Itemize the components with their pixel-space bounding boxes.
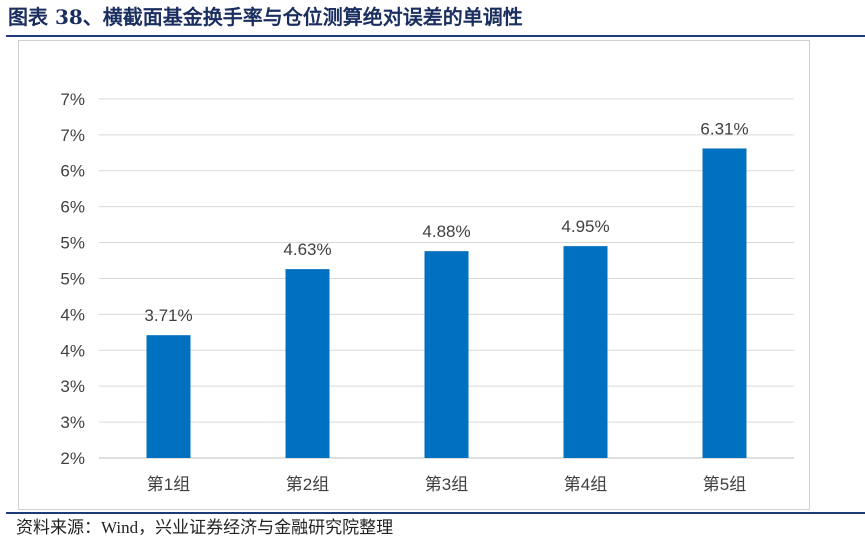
y-tick-label: 5% bbox=[60, 269, 85, 288]
y-tick-label: 5% bbox=[60, 234, 85, 253]
bar-4 bbox=[563, 246, 608, 458]
data-label-5: 6.31% bbox=[700, 119, 748, 138]
y-tick-label: 3% bbox=[60, 377, 85, 396]
y-tick-label: 7% bbox=[60, 126, 85, 145]
x-axis-tick-labels: 第1组 第2组 第3组 第4组 第5组 bbox=[147, 475, 746, 494]
bar-1 bbox=[146, 335, 191, 458]
bar-5 bbox=[702, 148, 747, 459]
y-tick-label: 7% bbox=[60, 90, 85, 109]
x-tick-label-2: 第2组 bbox=[286, 475, 329, 494]
y-axis-tick-labels: 2% 3% 3% 4% 4% 5% 5% 6% 6% 7% 7% bbox=[60, 90, 85, 468]
data-label-2: 4.63% bbox=[283, 240, 331, 259]
y-tick-label: 2% bbox=[60, 449, 85, 468]
source-rule bbox=[6, 512, 865, 514]
x-tick-label-3: 第3组 bbox=[425, 475, 468, 494]
title-rule bbox=[6, 35, 865, 37]
data-labels: 3.71% 4.63% 4.88% 4.95% 6.31% bbox=[144, 119, 748, 325]
bar-3 bbox=[424, 251, 469, 458]
y-tick-label: 6% bbox=[60, 198, 85, 217]
y-tick-label: 6% bbox=[60, 162, 85, 181]
figure-title: 图表 38、横截面基金换手率与仓位测算绝对误差的单调性 bbox=[8, 5, 523, 29]
bar-2 bbox=[285, 269, 330, 458]
x-tick-label-5: 第5组 bbox=[703, 475, 746, 494]
data-label-1: 3.71% bbox=[144, 306, 192, 325]
bars bbox=[146, 148, 747, 459]
data-label-4: 4.95% bbox=[561, 217, 609, 236]
data-label-3: 4.88% bbox=[422, 222, 470, 241]
x-tick-label-1: 第1组 bbox=[147, 475, 190, 494]
x-tick-label-4: 第4组 bbox=[564, 475, 607, 494]
y-tick-label: 4% bbox=[60, 341, 85, 360]
bar-chart: 2% 3% 3% 4% 4% 5% 5% 6% 6% 7% 7% 3.71% 4.63% 4.88% 4.… bbox=[60, 90, 794, 494]
source-note: 资料来源：Wind，兴业证券经济与金融研究院整理 bbox=[16, 518, 394, 537]
y-tick-label: 3% bbox=[60, 413, 85, 432]
y-tick-label: 4% bbox=[60, 305, 85, 324]
chart-frame: 2% 3% 3% 4% 4% 5% 5% 6% 6% 7% 7% 3.71% 4.63% 4.88% 4.… bbox=[18, 40, 810, 510]
